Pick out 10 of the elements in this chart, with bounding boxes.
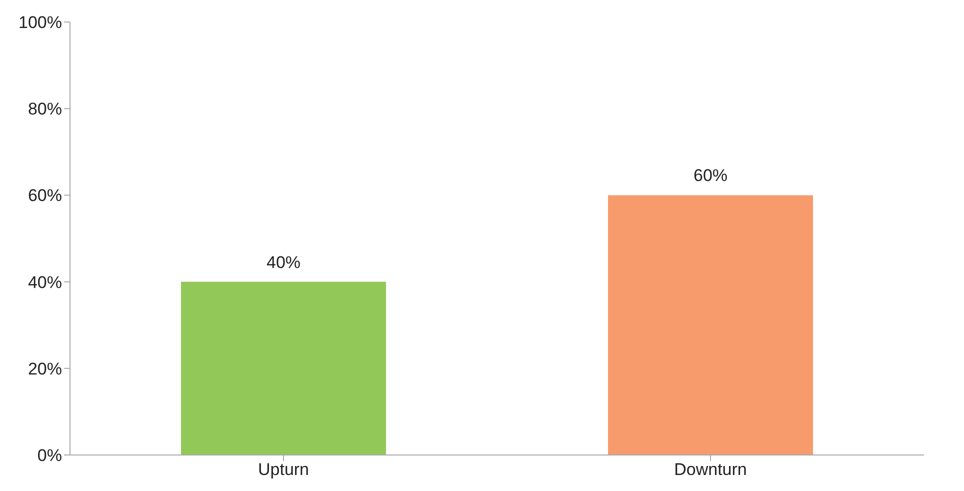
y-tick-label: 80% xyxy=(28,100,62,119)
y-tick-label: 40% xyxy=(28,272,62,292)
y-tick-label: 60% xyxy=(28,186,62,206)
y-tick-label: 100% xyxy=(18,13,62,32)
data-label: 40% xyxy=(266,252,301,272)
x-tick-label: Downturn xyxy=(674,460,747,480)
x-tick-label: Upturn xyxy=(258,460,310,480)
y-tick-label: 0% xyxy=(37,446,62,466)
data-label: 60% xyxy=(693,166,728,186)
y-tick-label: 20% xyxy=(28,359,62,378)
